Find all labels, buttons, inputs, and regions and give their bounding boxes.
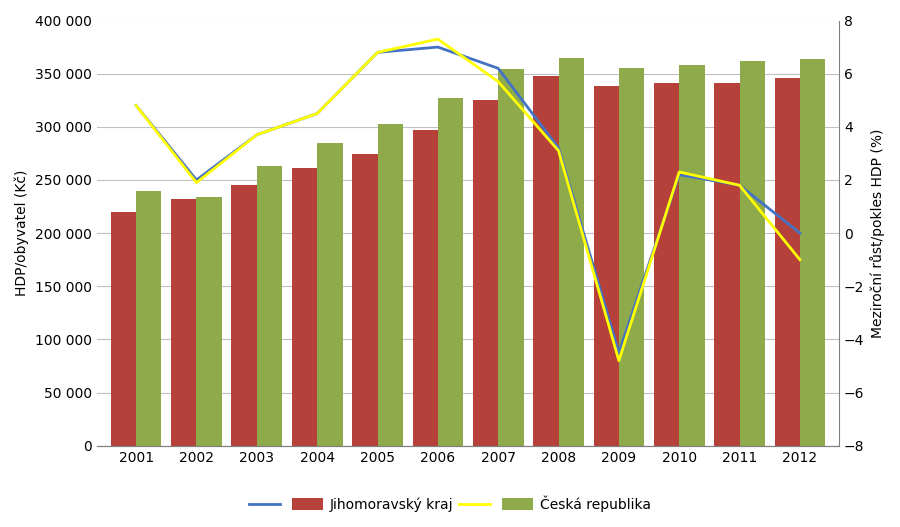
Bar [800,59,825,446]
Bar [377,124,403,446]
Bar [654,83,680,446]
Bar [472,100,499,446]
Bar [775,78,800,446]
Bar [593,86,619,446]
Bar [412,130,438,446]
Y-axis label: HDP/obyvatel (Kč): HDP/obyvatel (Kč) [15,170,30,296]
Bar [499,70,524,446]
Y-axis label: Meziroční růst/pokles HDP (%): Meziroční růst/pokles HDP (%) [870,129,885,338]
Bar [111,212,136,446]
Bar [292,168,317,446]
Bar [352,154,377,446]
Bar [740,61,765,446]
Bar [533,76,559,446]
Bar [196,197,221,446]
Bar [559,57,584,446]
Bar [256,166,283,446]
Legend: , Jihomoravský kraj, , Česká republika: , Jihomoravský kraj, , Česká republika [244,490,656,518]
Bar [715,83,740,446]
Bar [136,191,161,446]
Bar [438,98,464,446]
Bar [317,143,343,446]
Bar [171,199,196,446]
Bar [680,65,705,446]
Bar [231,186,256,446]
Bar [619,69,644,446]
